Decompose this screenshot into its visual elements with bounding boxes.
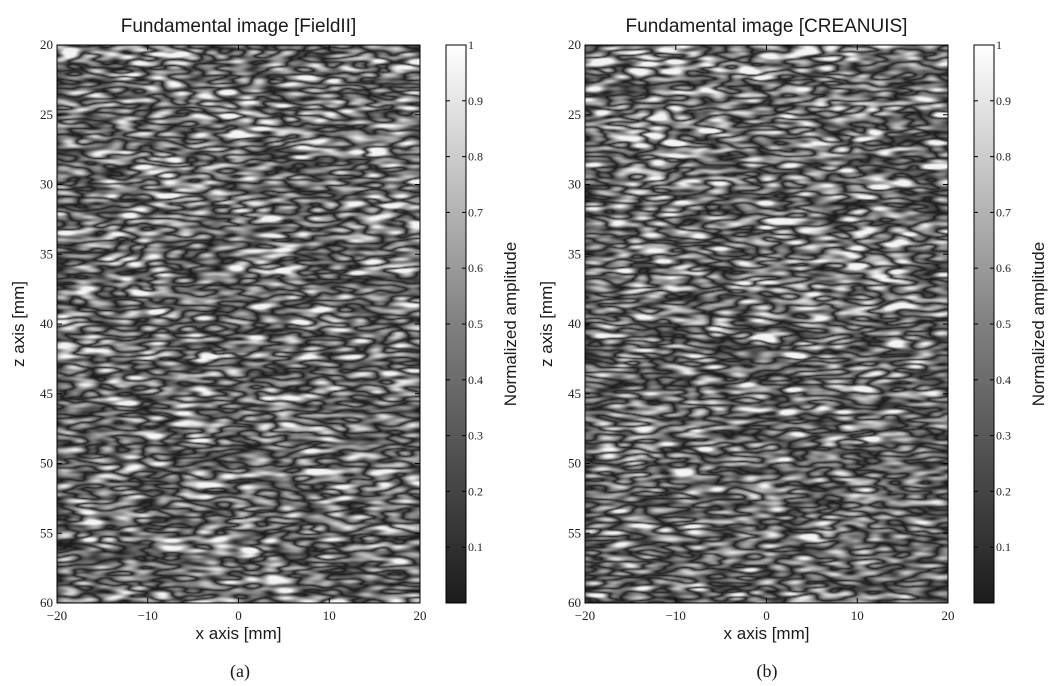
colorbar-tick-label: 1 (996, 38, 1002, 52)
colorbar-tick-label: 0.8 (996, 150, 1011, 164)
y-tick-label: 50 (40, 456, 53, 471)
x-tick-label: 20 (942, 608, 955, 623)
y-tick-label: 60 (568, 595, 581, 610)
colorbar-tick-label: 0.4 (468, 373, 483, 387)
x-tick-label: 0 (763, 608, 770, 623)
y-tick-label: 35 (40, 246, 53, 261)
colorbar-tick-label: 0.5 (996, 317, 1011, 331)
chart-title: Fundamental image [FieldII] (121, 16, 357, 37)
speckle-canvas (585, 45, 948, 603)
y-tick-label: 45 (40, 386, 53, 401)
colorbar-tick-label: 0.5 (468, 317, 483, 331)
y-tick-label: 30 (40, 177, 53, 192)
y-tick-label: 25 (568, 107, 581, 122)
y-axis-label: z axis [mm] (9, 281, 28, 367)
colorbar-tick-label: 0.3 (468, 429, 483, 443)
speckle-image (585, 45, 948, 603)
colorbar-tick-label: 0.1 (468, 540, 483, 554)
panel-b: Fundamental image [CREANUIS] −20 −10 0 10 20 2… (537, 16, 1048, 682)
colorbar: 0.1 0.2 0.3 0.4 0.5 0.6 0.7 0.8 0.9 1 Normalized a… (445, 38, 520, 604)
y-tick-label: 60 (40, 595, 53, 610)
x-tick-label: 20 (414, 608, 427, 623)
x-axis-label: x axis [mm] (196, 624, 282, 643)
x-tick-label: 0 (235, 608, 242, 623)
x-axis-label: x axis [mm] (724, 624, 810, 643)
y-tick-label: 20 (568, 37, 581, 52)
y-tick-label: 40 (40, 316, 53, 331)
panel-caption: (a) (230, 661, 250, 682)
y-tick-label: 45 (568, 386, 581, 401)
colorbar-tick-label: 0.1 (996, 540, 1011, 554)
x-tick-label: −10 (666, 608, 686, 623)
panel-a: Fundamental image [FieldII] −20 −10 0 10 20 20… (9, 16, 520, 682)
colorbar-tick-label: 0.8 (468, 150, 483, 164)
colorbar-label: Normalized amplitude (501, 242, 520, 406)
colorbar-tick-label: 0.4 (996, 373, 1011, 387)
colorbar-tick-label: 0.7 (996, 205, 1011, 219)
x-tick-label: −20 (575, 608, 595, 623)
x-tick-label: −10 (138, 608, 158, 623)
speckle-image (57, 45, 420, 603)
y-tick-label: 30 (568, 177, 581, 192)
y-tick-label: 50 (568, 456, 581, 471)
colorbar-tick-label: 0.9 (468, 94, 483, 108)
colorbar-tick-label: 0.2 (468, 484, 483, 498)
colorbar-tick-label: 0.6 (468, 261, 483, 275)
colorbar-label: Normalized amplitude (1029, 242, 1048, 406)
colorbar-tick-label: 0.6 (996, 261, 1011, 275)
chart-title: Fundamental image [CREANUIS] (626, 16, 908, 37)
colorbar-tick-label: 1 (468, 38, 474, 52)
y-tick-label: 55 (40, 525, 53, 540)
y-tick-label: 35 (568, 246, 581, 261)
colorbar-tick-label: 0.2 (996, 484, 1011, 498)
colorbar: 0.1 0.2 0.3 0.4 0.5 0.6 0.7 0.8 0.9 1 Normalized a… (973, 38, 1048, 604)
x-tick-label: 10 (851, 608, 864, 623)
colorbar-tick-label: 0.9 (996, 94, 1011, 108)
y-tick-label: 20 (40, 37, 53, 52)
colorbar-tick-label: 0.3 (996, 429, 1011, 443)
speckle-canvas (57, 45, 420, 603)
x-tick-label: 10 (323, 608, 336, 623)
y-tick-label: 40 (568, 316, 581, 331)
y-tick-label: 55 (568, 525, 581, 540)
x-tick-label: −20 (47, 608, 67, 623)
panel-caption: (b) (757, 661, 778, 682)
y-axis-label: z axis [mm] (537, 281, 556, 367)
colorbar-tick-label: 0.7 (468, 205, 483, 219)
y-tick-label: 25 (40, 107, 53, 122)
